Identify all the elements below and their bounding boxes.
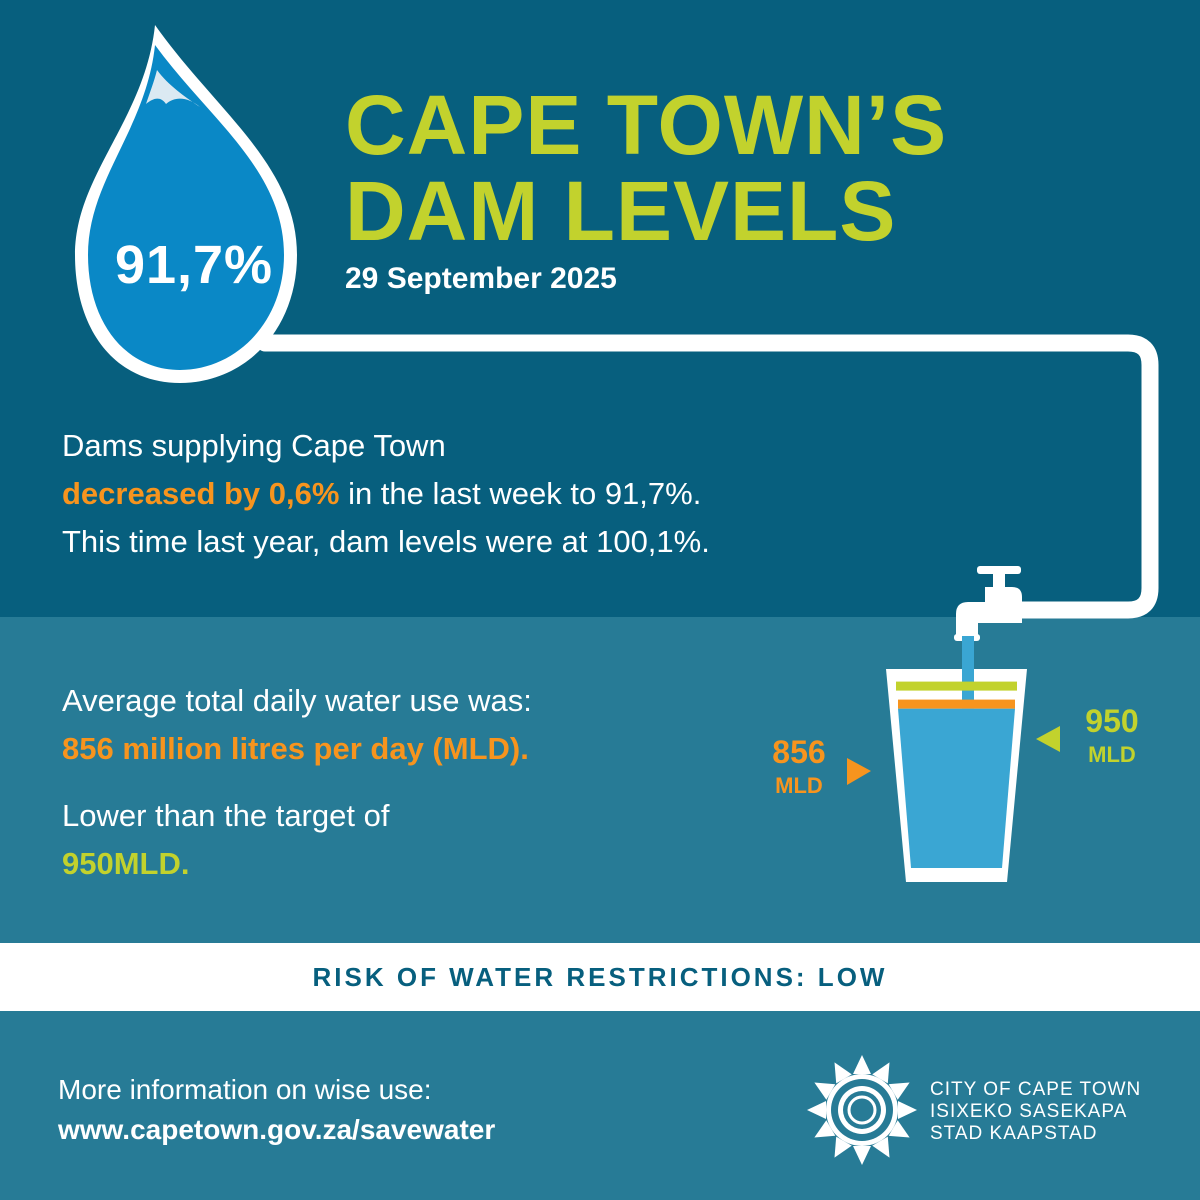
logo-ray xyxy=(888,1120,910,1138)
water-drop-icon xyxy=(75,25,297,383)
more-info: More information on wise use: www.capeto… xyxy=(58,1070,495,1150)
report-date: 29 September 2025 xyxy=(345,262,617,295)
title-line-1: CAPE TOWN’S xyxy=(345,78,948,172)
target-usage-unit: MLD xyxy=(1088,742,1136,767)
logo-ray xyxy=(834,1136,852,1158)
city-name-block: CITY OF CAPE TOWN ISIXEKO SASEKAPA STAD … xyxy=(930,1079,1141,1145)
logo-ray xyxy=(872,1062,890,1084)
actual-usage-unit: MLD xyxy=(775,773,823,798)
logo-ray xyxy=(807,1101,826,1119)
dam-level-percentage: 91,7% xyxy=(114,235,274,295)
pour-stream xyxy=(962,636,974,709)
page-title: CAPE TOWN’S DAM LEVELS xyxy=(345,82,947,254)
usage-statement: Average total daily water use was: 856 m… xyxy=(62,677,532,773)
logo-ray xyxy=(853,1055,871,1074)
target-arrow-icon xyxy=(1036,726,1060,752)
target-usage-number: 950 xyxy=(1085,703,1139,739)
water-pipe-icon xyxy=(256,334,1159,619)
actual-arrow-icon xyxy=(847,758,871,785)
city-name-english: CITY OF CAPE TOWN xyxy=(930,1079,1142,1100)
target-value: 950MLD. xyxy=(62,846,190,881)
target-usage-label: 950 MLD xyxy=(1062,702,1162,770)
risk-banner: RISK OF WATER RESTRICTIONS: LOW xyxy=(0,943,1200,1011)
target-statement: Lower than the target of 950MLD. xyxy=(62,792,389,888)
city-logo-icon xyxy=(807,1055,917,1165)
logo-ray xyxy=(853,1146,871,1165)
savewater-link[interactable]: www.capetown.gov.za/savewater xyxy=(58,1114,496,1145)
risk-text: RISK OF WATER RESTRICTIONS: LOW xyxy=(312,961,888,992)
target-usage-line xyxy=(896,681,1017,691)
logo-ray xyxy=(872,1136,890,1158)
dam-summary: Dams supplying Cape Town decreased by 0,… xyxy=(62,422,710,566)
more-info-label: More information on wise use: xyxy=(58,1074,432,1105)
target-intro: Lower than the target of xyxy=(62,798,390,833)
logo-ray xyxy=(814,1120,836,1138)
actual-usage-number: 856 xyxy=(772,734,826,770)
actual-usage-line xyxy=(898,699,1015,709)
summary-line-2-rest: in the last week to 91,7%. xyxy=(339,476,702,511)
usage-intro: Average total daily water use was: xyxy=(62,683,532,718)
change-highlight: decreased by 0,6% xyxy=(62,476,340,511)
actual-usage-label: 856 MLD xyxy=(740,733,858,801)
usage-value: 856 million litres per day (MLD). xyxy=(62,731,529,766)
city-name-xhosa: ISIXEKO SASEKAPA xyxy=(930,1101,1128,1122)
logo-ray xyxy=(898,1101,917,1119)
summary-line-1: Dams supplying Cape Town xyxy=(62,428,446,463)
logo-ray xyxy=(834,1062,852,1084)
glass-water xyxy=(898,708,1015,868)
tap-icon xyxy=(954,566,1022,641)
title-line-2: DAM LEVELS xyxy=(345,164,897,258)
city-name-afrikaans: STAD KAAPSTAD xyxy=(930,1123,1098,1144)
footer-panel xyxy=(0,1011,1200,1200)
logo-ray xyxy=(888,1082,910,1100)
summary-line-3: This time last year, dam levels were at … xyxy=(62,524,710,559)
summary-line-2: decreased by 0,6% in the last week to 91… xyxy=(62,470,710,518)
logo-ray xyxy=(814,1082,836,1100)
glass-icon xyxy=(847,636,1060,882)
